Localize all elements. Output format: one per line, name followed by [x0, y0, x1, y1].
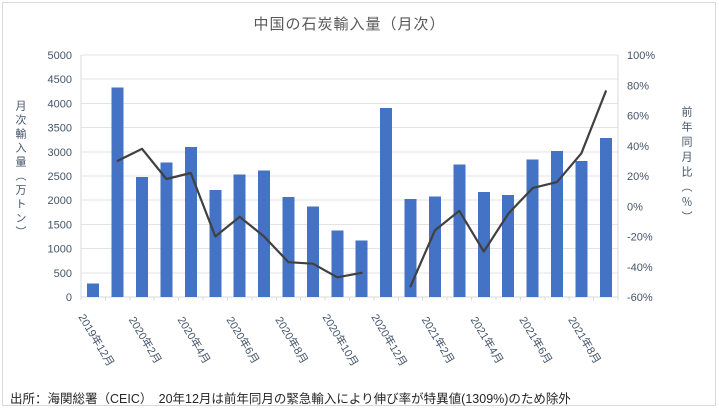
y-axis-tick-label: 0 — [66, 292, 72, 304]
x-axis-tick-label: 2020年6月 — [224, 314, 263, 366]
bar — [526, 159, 539, 297]
bar — [160, 162, 173, 297]
yoy-line — [116, 90, 607, 288]
x-axis-tick-label: 2020年10月 — [320, 311, 362, 369]
right-axis-tick-labels: -60% -40% -20% 0% 20% 40% 60% 80% 100% — [627, 50, 655, 304]
x-axis-tick-label: 2021年2月 — [419, 314, 458, 366]
x-axis-tick-label: 2021年6月 — [516, 314, 555, 366]
y-axis-tick-label: 2500 — [48, 171, 72, 183]
y-axis-tick-label: 5000 — [48, 50, 72, 62]
y-axis-tick-label: 1500 — [48, 219, 72, 231]
x-axis-tick-label: 2020年12月 — [368, 311, 410, 369]
bar — [502, 195, 515, 297]
y-axis-tick-label: 3500 — [48, 123, 72, 135]
bar — [550, 150, 563, 297]
x-axis-tick-label: 2021年4月 — [468, 314, 507, 366]
bar — [306, 206, 319, 297]
bar — [233, 174, 246, 297]
bar — [331, 230, 344, 297]
yoy-line-segment — [116, 147, 363, 279]
bar — [428, 196, 441, 297]
y-axis-tick-label: 4000 — [48, 98, 72, 110]
left-axis-title: 月次輸入量（万トン） — [14, 100, 26, 240]
y2-axis-tick-label: -20% — [627, 232, 653, 244]
left-axis-tick-labels: 0 500 1000 1500 2000 2500 3000 3500 4000 4500 5000 — [48, 50, 72, 304]
y2-axis-tick-label: 20% — [627, 171, 649, 183]
x-axis-labels: 2019年12月 2020年2月 2020年4月 2020年6月 2020年8月 2020… — [76, 311, 605, 369]
yoy-line-segment — [409, 90, 607, 288]
bar — [136, 176, 149, 297]
y2-axis-tick-label: -40% — [627, 262, 653, 274]
y-axis-tick-label: 1000 — [48, 244, 72, 256]
x-axis-tick-label: 2021年8月 — [565, 314, 604, 366]
bar — [575, 161, 588, 297]
bar — [111, 87, 124, 297]
bar — [355, 240, 368, 297]
bar — [599, 137, 612, 297]
y-axis-tick-label: 500 — [54, 268, 72, 280]
bar — [477, 191, 490, 297]
chart-border — [2, 2, 716, 406]
x-axis-tick-label: 2020年2月 — [126, 314, 165, 366]
axes — [80, 55, 619, 301]
x-axis-tick-label: 2020年8月 — [272, 314, 311, 366]
bar — [404, 198, 417, 297]
bar — [209, 190, 222, 297]
bar — [87, 283, 100, 297]
y-axis-tick-label: 2000 — [48, 195, 72, 207]
x-axis-tick-label: 2020年4月 — [175, 314, 214, 366]
y2-axis-tick-label: 40% — [627, 141, 649, 153]
y-axis-tick-label: 4500 — [48, 74, 72, 86]
y-axis-tick-label: 3000 — [48, 147, 72, 159]
bar — [282, 197, 295, 297]
y2-axis-tick-label: 100% — [627, 50, 655, 62]
x-axis-tick-label: 2019年12月 — [76, 311, 118, 369]
y2-axis-tick-label: 80% — [627, 80, 649, 92]
y2-axis-tick-label: 0% — [627, 201, 643, 213]
chart-title: 中国の石炭輸入量（月次） — [253, 16, 446, 33]
y2-axis-tick-label: -60% — [627, 292, 653, 304]
right-axis-title: 前年同月比（％） — [680, 106, 692, 226]
source-note: 出所：海関総署（CEIC） 20年12月は前年同月の緊急輸入により伸び率が特異値… — [10, 392, 571, 406]
bar — [380, 107, 393, 297]
bar — [258, 170, 271, 297]
y2-axis-tick-label: 60% — [627, 111, 649, 123]
bar — [184, 147, 197, 297]
bar-series — [87, 87, 612, 297]
bar — [453, 164, 466, 297]
